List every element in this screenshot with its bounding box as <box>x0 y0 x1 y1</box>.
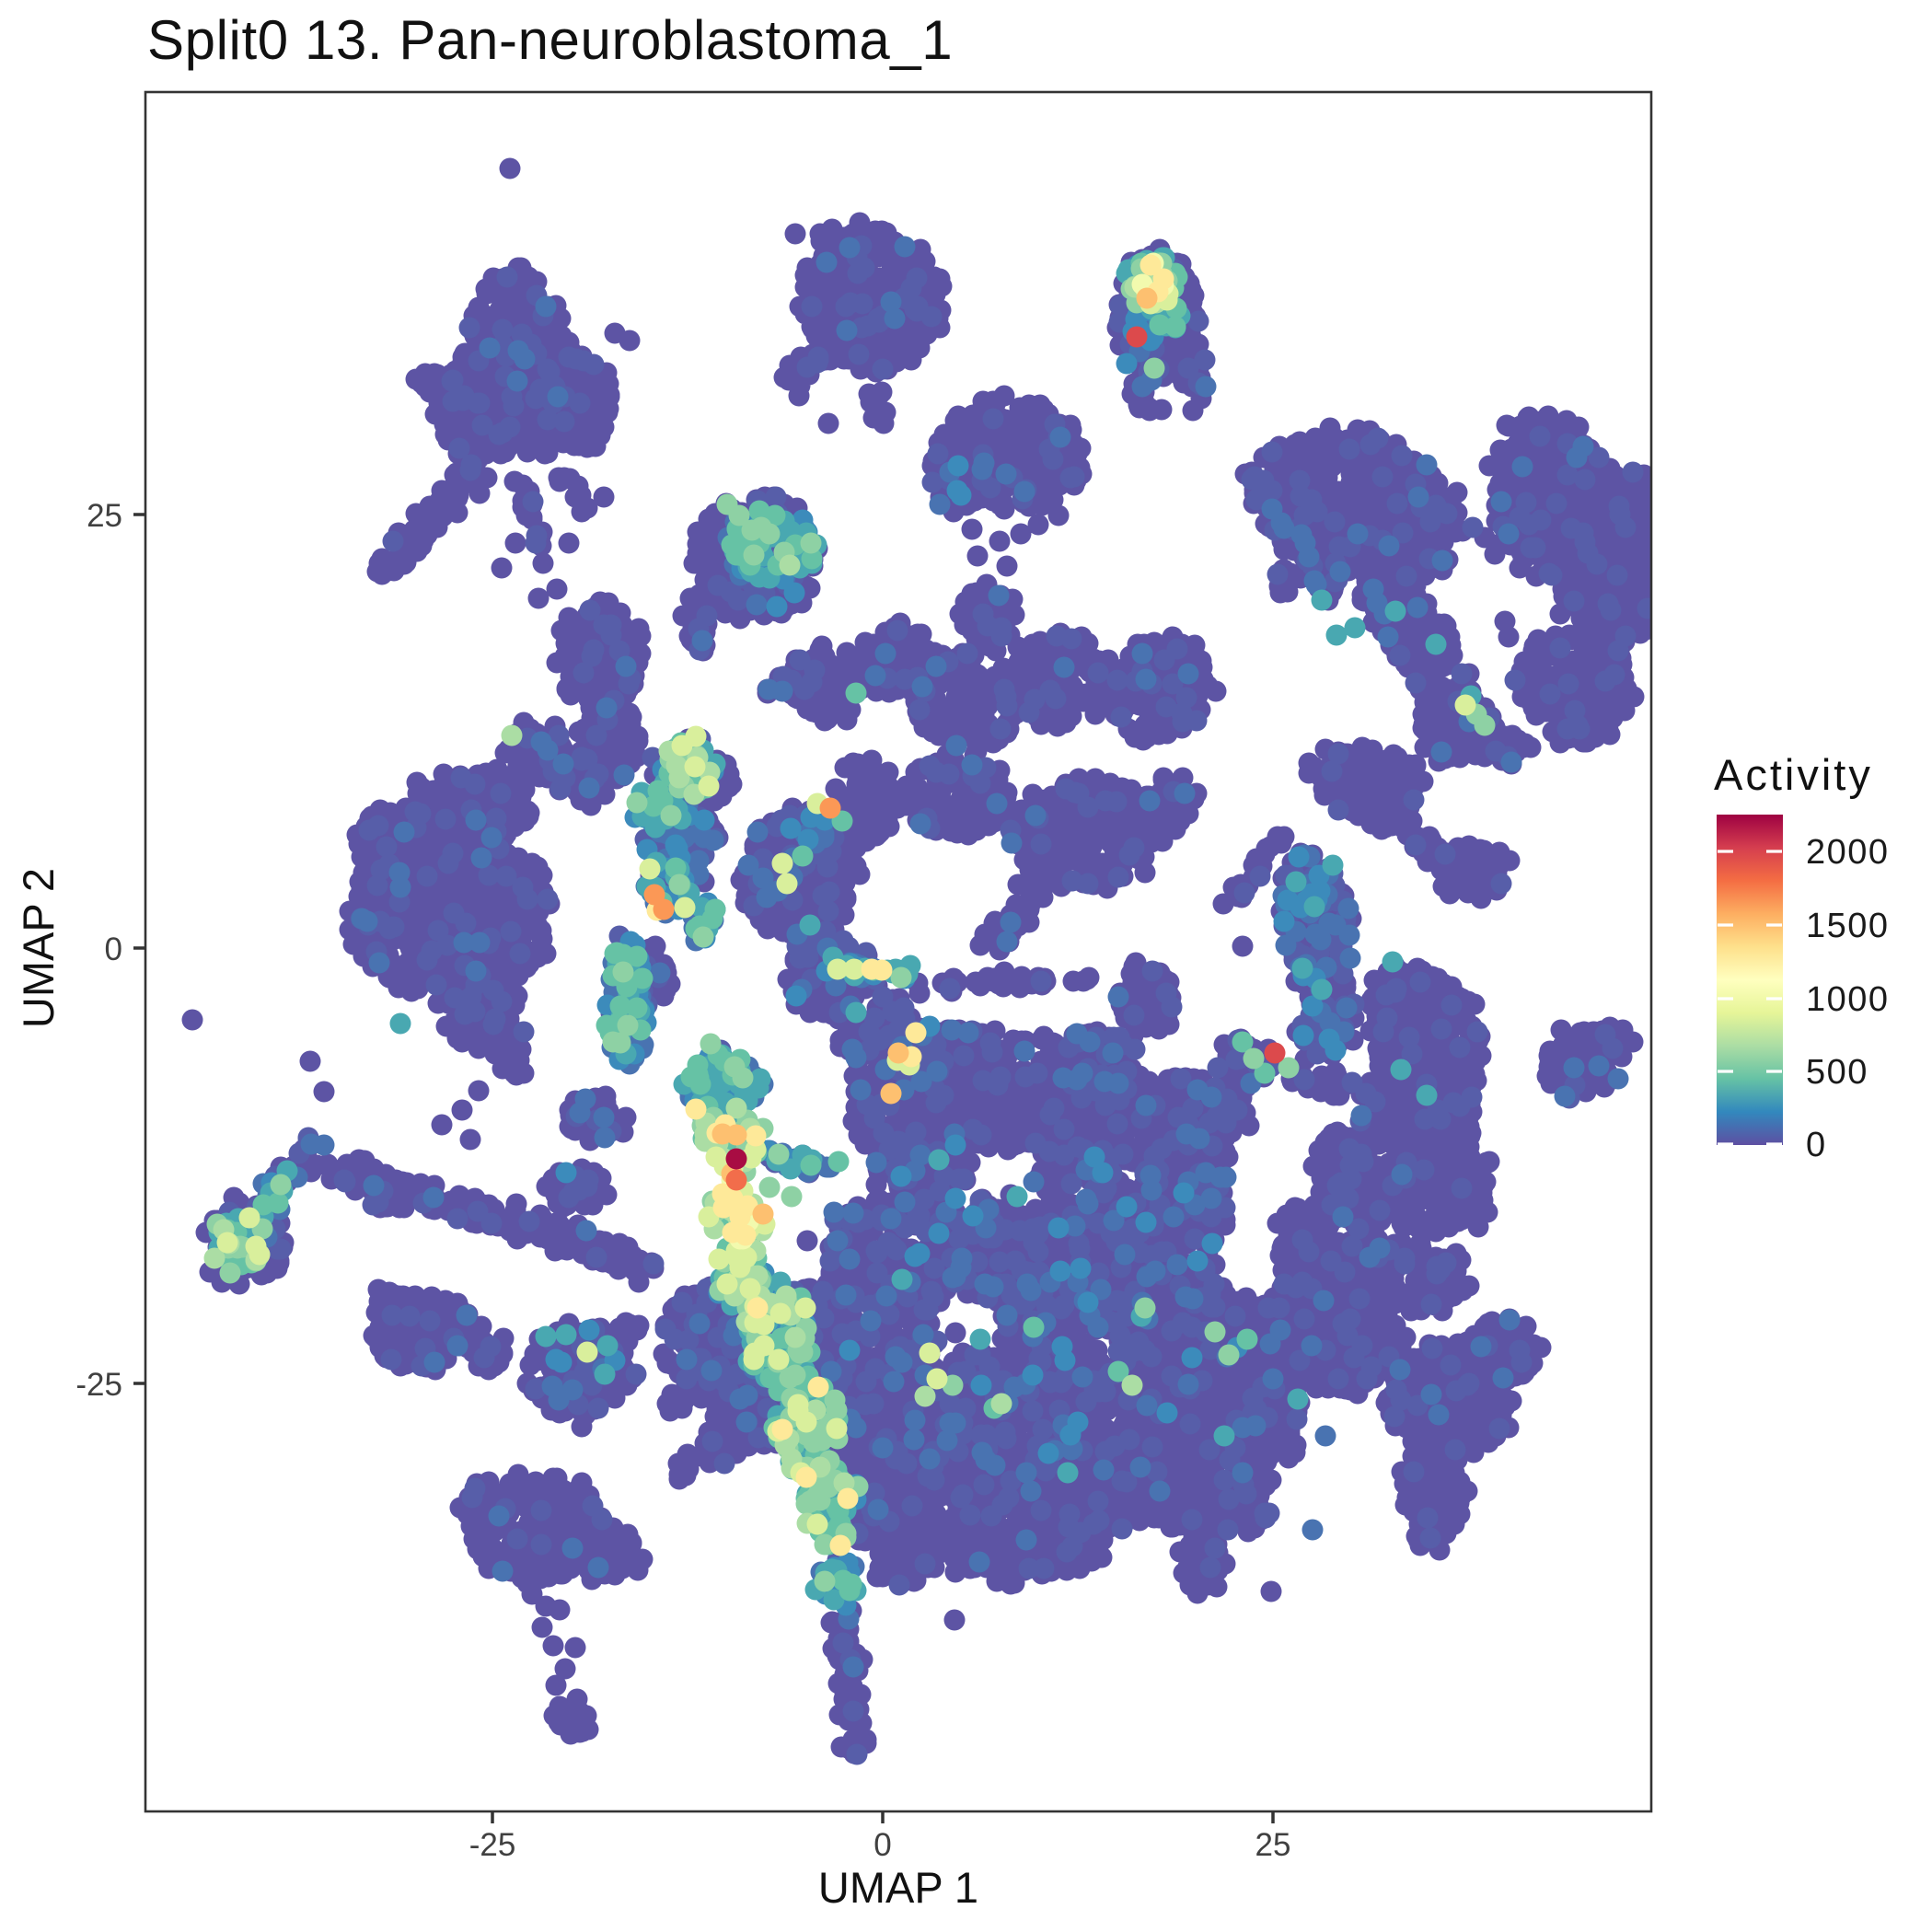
svg-text:0: 0 <box>873 1827 891 1863</box>
svg-text:UMAP 2: UMAP 2 <box>14 868 63 1028</box>
svg-text:0: 0 <box>1806 1126 1827 1164</box>
svg-text:1500: 1500 <box>1806 907 1890 945</box>
svg-text:Activity: Activity <box>1714 750 1873 799</box>
svg-text:25: 25 <box>87 498 122 534</box>
svg-text:-25: -25 <box>75 1367 122 1403</box>
svg-text:2000: 2000 <box>1806 833 1890 872</box>
svg-text:25: 25 <box>1255 1827 1291 1863</box>
svg-text:500: 500 <box>1806 1053 1868 1092</box>
svg-text:UMAP 1: UMAP 1 <box>818 1863 978 1912</box>
svg-text:1000: 1000 <box>1806 980 1890 1019</box>
svg-text:-25: -25 <box>469 1827 516 1863</box>
svg-text:Split0 13. Pan-neuroblastoma_1: Split0 13. Pan-neuroblastoma_1 <box>147 9 953 71</box>
svg-text:0: 0 <box>105 931 122 967</box>
